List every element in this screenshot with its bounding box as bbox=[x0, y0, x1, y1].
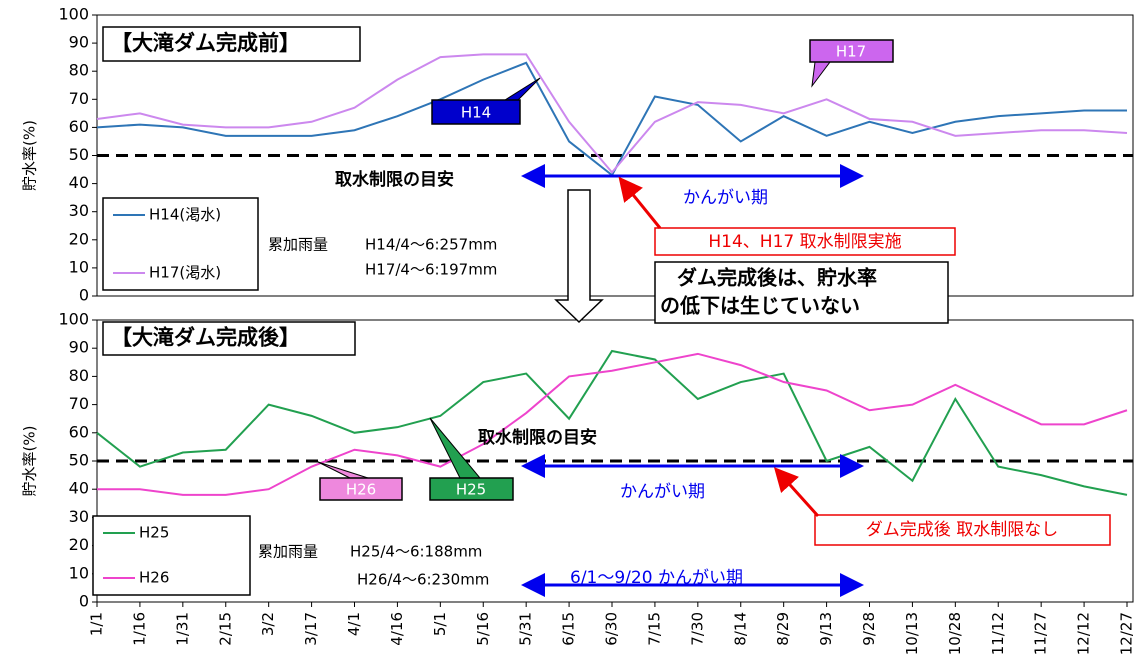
chart-title: 【大滝ダム完成後】 bbox=[111, 326, 300, 350]
x-tick-label: 5/31 bbox=[517, 612, 535, 646]
arrow bbox=[782, 476, 818, 516]
y-tick-label: 20 bbox=[69, 229, 89, 248]
y-tick-label: 50 bbox=[69, 451, 89, 470]
x-tick-label: 10/13 bbox=[903, 612, 921, 655]
callout-pointer bbox=[812, 62, 830, 86]
y-tick-label: 0 bbox=[79, 286, 89, 305]
callout-pointer bbox=[318, 462, 368, 478]
x-tick-label: 1/16 bbox=[130, 612, 148, 646]
y-tick-label: 30 bbox=[69, 201, 89, 220]
annotation: H26/4～6:230mm bbox=[357, 571, 489, 589]
callout-text: ダム完成後は、貯水率 bbox=[677, 266, 877, 290]
x-tick-label: 4/16 bbox=[388, 612, 406, 646]
chart-title: 【大滝ダム完成前】 bbox=[111, 31, 300, 55]
annotation: 累加雨量 bbox=[268, 236, 328, 254]
annotation: かんがい期 bbox=[620, 482, 705, 502]
y-tick-label: 90 bbox=[69, 33, 89, 52]
x-tick-label: 8/14 bbox=[731, 612, 749, 646]
x-tick-label: 1/31 bbox=[173, 612, 191, 646]
x-tick-label: 10/28 bbox=[946, 612, 964, 655]
series-line bbox=[97, 63, 1127, 175]
x-tick-label: 9/13 bbox=[817, 612, 835, 646]
y-tick-label: 70 bbox=[69, 89, 89, 108]
x-tick-label: 4/1 bbox=[345, 612, 363, 636]
legend-label: H26 bbox=[139, 569, 169, 587]
x-tick-label: 11/27 bbox=[1032, 612, 1050, 655]
annotation: 累加雨量 bbox=[258, 543, 318, 561]
annotation: かんがい期 bbox=[683, 188, 768, 208]
x-tick-label: 6/30 bbox=[603, 612, 621, 646]
callout-pointer bbox=[430, 418, 480, 478]
y-tick-label: 10 bbox=[69, 563, 89, 582]
y-axis-label: 貯水率(%) bbox=[21, 120, 39, 191]
x-tick-label: 9/28 bbox=[860, 612, 878, 646]
y-tick-label: 30 bbox=[69, 507, 89, 526]
annotation: H17/4～6:197mm bbox=[365, 261, 497, 279]
x-tick-label: 8/29 bbox=[774, 612, 792, 646]
y-tick-label: 80 bbox=[69, 61, 89, 80]
y-tick-label: 60 bbox=[69, 117, 89, 136]
x-tick-label: 12/27 bbox=[1118, 612, 1135, 655]
y-tick-label: 0 bbox=[79, 592, 89, 611]
y-tick-label: 100 bbox=[58, 310, 89, 329]
annotation: H26 bbox=[346, 481, 376, 499]
y-tick-label: 40 bbox=[69, 479, 89, 498]
x-tick-label: 5/1 bbox=[431, 612, 449, 636]
y-tick-label: 70 bbox=[69, 394, 89, 413]
y-tick-label: 20 bbox=[69, 535, 89, 554]
x-tick-label: 12/12 bbox=[1075, 612, 1093, 655]
annotation: 6/1～9/20 かんがい期 bbox=[570, 568, 743, 588]
y-tick-label: 100 bbox=[58, 5, 89, 24]
x-tick-label: 7/30 bbox=[688, 612, 706, 646]
x-tick-label: 3/17 bbox=[302, 612, 320, 646]
legend-label: H25 bbox=[139, 524, 169, 542]
annotation: H25/4～6:188mm bbox=[350, 543, 482, 561]
x-tick-label: 1/1 bbox=[88, 612, 106, 636]
series-line bbox=[97, 351, 1127, 495]
y-tick-label: 80 bbox=[69, 366, 89, 385]
down-arrow bbox=[556, 190, 602, 322]
arrow bbox=[626, 186, 660, 228]
legend-label: H17(渇水) bbox=[149, 264, 221, 282]
y-tick-label: 10 bbox=[69, 257, 89, 276]
x-tick-label: 3/2 bbox=[259, 612, 277, 636]
x-tick-label: 11/12 bbox=[989, 612, 1007, 655]
annotation: H14、H17 取水制限実施 bbox=[708, 232, 901, 252]
y-tick-label: 90 bbox=[69, 338, 89, 357]
legend bbox=[93, 516, 250, 595]
annotation: 取水制限の目安 bbox=[478, 427, 597, 448]
legend-label: H14(渇水) bbox=[149, 206, 221, 224]
x-tick-label: 5/16 bbox=[474, 612, 492, 646]
y-tick-label: 60 bbox=[69, 422, 89, 441]
annotation: H17 bbox=[836, 43, 866, 61]
annotation: 取水制限の目安 bbox=[335, 169, 454, 190]
y-axis-label: 貯水率(%) bbox=[21, 426, 39, 497]
x-tick-label: 6/15 bbox=[560, 612, 578, 646]
y-tick-label: 50 bbox=[69, 145, 89, 164]
callout-pointer bbox=[505, 78, 540, 100]
annotation: ダム完成後 取水制限なし bbox=[866, 520, 1058, 540]
y-tick-label: 40 bbox=[69, 173, 89, 192]
annotation: H14/4～6:257mm bbox=[365, 236, 497, 254]
x-tick-label: 2/15 bbox=[216, 612, 234, 646]
annotation: H14 bbox=[461, 104, 491, 122]
callout-text: の低下は生じていない bbox=[660, 294, 860, 318]
x-tick-label: 7/15 bbox=[645, 612, 663, 646]
annotation: H25 bbox=[456, 481, 486, 499]
